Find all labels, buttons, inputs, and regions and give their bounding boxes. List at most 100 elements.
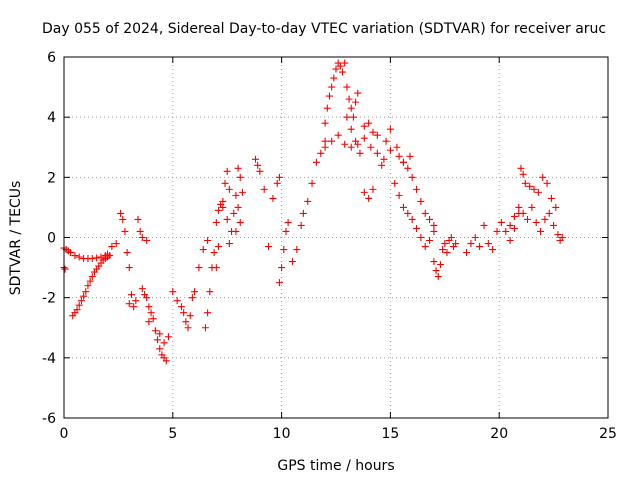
data-point [537,227,545,235]
data-point [321,119,329,127]
data-point [156,345,164,353]
data-point [436,261,444,269]
data-point [256,167,264,175]
data-point [539,173,547,181]
data-point [214,243,222,251]
data-point [430,227,438,235]
data-point [284,218,292,226]
data-point [199,246,207,254]
data-point [550,221,558,229]
data-point [532,218,540,226]
data-point [214,206,222,214]
data-point [112,240,120,248]
data-point [188,294,196,302]
data-point [556,237,564,245]
data-point [75,301,83,309]
data-point [251,155,259,163]
data-point [138,285,146,293]
y-tick-label: -2 [42,291,56,307]
x-tick-label: 5 [168,426,177,442]
data-point [493,227,501,235]
data-point [367,143,375,151]
data-point [84,282,92,290]
data-point [369,185,377,193]
data-point [406,152,414,160]
data-point [317,149,325,157]
data-point [441,240,449,248]
data-point [552,203,560,211]
data-point [356,149,364,157]
data-point [426,215,434,223]
data-point [234,203,242,211]
data-point [347,143,355,151]
data-point [143,294,151,302]
data-point [182,318,190,326]
data-point [80,292,88,300]
data-point [232,227,240,235]
data-point [480,221,488,229]
data-point [430,221,438,229]
data-point [432,267,440,275]
data-point [132,297,140,305]
data-point [269,194,277,202]
data-point [108,243,116,251]
data-point [71,252,79,260]
x-tick-label: 0 [60,426,69,442]
data-point [312,158,320,166]
data-point [162,357,170,365]
data-point [369,128,377,136]
data-point [130,303,138,311]
data-point [238,188,246,196]
data-point [408,173,416,181]
data-point [234,164,242,172]
data-point [360,122,368,130]
data-point [191,288,199,296]
data-point [336,62,344,70]
data-point [136,227,144,235]
data-point [204,309,212,317]
data-point [391,179,399,187]
data-point [386,125,394,133]
x-tick-label: 15 [381,426,399,442]
data-point [77,297,85,305]
data-point [417,234,425,241]
data-point [147,309,155,317]
data-point [510,224,518,232]
data-point [339,68,347,76]
data-point [145,303,153,311]
data-point [204,237,212,245]
data-point [180,309,188,317]
data-point [360,134,368,142]
data-point [434,273,442,281]
data-point [236,218,244,226]
data-point [360,188,368,196]
data-point [393,143,401,151]
data-point [380,155,388,163]
data-point [75,253,83,261]
data-point [288,258,296,266]
data-point [545,209,553,217]
data-point [543,179,551,187]
data-point [206,288,214,296]
data-point [138,234,146,241]
data-point [347,104,355,112]
data-point [186,312,194,320]
data-point [149,315,157,323]
data-point [439,246,447,254]
data-point [515,203,523,211]
data-point [278,264,286,272]
data-point [169,288,177,296]
data-point [321,137,329,145]
data-point [221,179,229,187]
data-point [160,339,168,347]
data-point [219,197,227,205]
data-point [523,215,531,223]
data-point [178,303,186,311]
data-point [88,273,96,281]
data-points [60,59,566,365]
y-tick-label: 0 [47,231,56,247]
data-point [223,167,231,175]
data-point [341,140,349,148]
tick-labels: 0 5 10 15 20 25 -6 -4 -2 0 2 4 6 [42,50,617,442]
